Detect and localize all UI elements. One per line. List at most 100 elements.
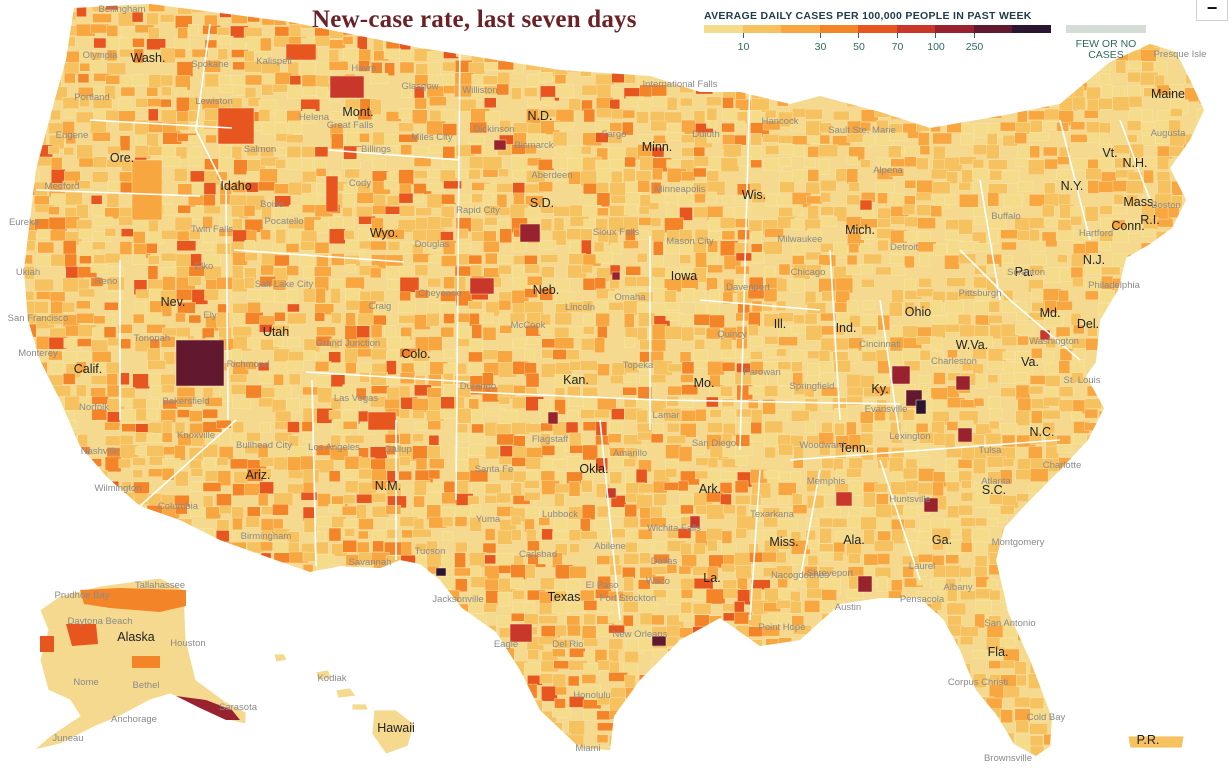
county-cell bbox=[511, 759, 521, 769]
county-cell bbox=[1126, 4, 1144, 16]
county-cell bbox=[749, 73, 767, 85]
county-cell bbox=[891, 710, 905, 719]
county-cell bbox=[428, 650, 446, 661]
county-cell bbox=[681, 326, 695, 342]
county-cell bbox=[92, 241, 106, 250]
county-cell bbox=[651, 660, 664, 676]
county-cell bbox=[861, 648, 874, 661]
county-cell bbox=[470, 626, 489, 640]
county-cell bbox=[190, 467, 204, 477]
county-cell bbox=[495, 647, 515, 663]
county-cell bbox=[1169, 603, 1181, 613]
city-label: Spokane bbox=[191, 59, 229, 70]
county-cell bbox=[468, 254, 483, 265]
county-cell bbox=[916, 456, 931, 466]
city-label: Austin bbox=[835, 602, 861, 613]
county-cell bbox=[202, 602, 217, 612]
county-cell bbox=[287, 660, 306, 669]
county-cell bbox=[148, 566, 167, 577]
county-cell bbox=[792, 709, 803, 719]
zoom-out-button[interactable]: − bbox=[1196, 0, 1228, 21]
county-cell bbox=[1115, 588, 1128, 599]
county-cell bbox=[652, 255, 665, 269]
county-cell bbox=[50, 744, 70, 756]
county-cell bbox=[49, 421, 67, 434]
county-cell bbox=[594, 277, 607, 290]
county-cell bbox=[554, 698, 566, 710]
county-cell bbox=[24, 589, 39, 599]
county-cell bbox=[552, 673, 567, 689]
county-cell bbox=[471, 423, 484, 434]
county-cell bbox=[496, 492, 511, 504]
county-cell bbox=[678, 662, 695, 674]
county-cell bbox=[1157, 300, 1177, 315]
county-cell bbox=[1028, 159, 1045, 175]
county-cell bbox=[860, 159, 871, 168]
county-cell bbox=[554, 444, 567, 460]
county-cell bbox=[273, 373, 284, 387]
county-cell bbox=[821, 613, 836, 624]
county-cell bbox=[539, 134, 551, 145]
county-cell bbox=[1127, 254, 1140, 268]
county-cell bbox=[259, 579, 273, 592]
county-cell bbox=[92, 540, 105, 552]
county-cell bbox=[1111, 531, 1129, 546]
city-label: Bullhead City bbox=[236, 440, 292, 451]
county-cell bbox=[638, 206, 650, 215]
county-cell bbox=[946, 63, 962, 74]
county-cell bbox=[636, 541, 652, 553]
county-cell bbox=[133, 48, 144, 64]
county-cell bbox=[1000, 207, 1013, 219]
county-cell bbox=[1057, 555, 1072, 565]
county-cell bbox=[1017, 109, 1028, 123]
county-cell bbox=[583, 326, 595, 335]
county-cell bbox=[667, 363, 683, 373]
county-cell bbox=[679, 672, 692, 688]
county-cell bbox=[412, 445, 428, 460]
county-cell bbox=[903, 697, 919, 706]
county-cell bbox=[1141, 372, 1154, 383]
county-cell bbox=[610, 242, 622, 255]
county-cell bbox=[525, 144, 537, 155]
county-cell bbox=[1084, 230, 1098, 239]
county-cell bbox=[1044, 615, 1060, 627]
county-cell bbox=[946, 312, 959, 325]
legend-tick-mark bbox=[896, 33, 898, 38]
county-cell bbox=[1185, 324, 1199, 337]
county-cell bbox=[1127, 420, 1147, 433]
county-cell bbox=[721, 398, 735, 407]
county-cell bbox=[287, 456, 302, 473]
county-cell bbox=[681, 4, 692, 10]
county-cell bbox=[401, 242, 414, 254]
county-cell bbox=[1028, 493, 1042, 508]
county-cell bbox=[1182, 409, 1195, 424]
county-cell bbox=[915, 674, 930, 690]
county-cell bbox=[639, 156, 654, 171]
county-cell bbox=[175, 312, 186, 323]
county-cell bbox=[1115, 457, 1128, 468]
county-cell bbox=[1111, 219, 1126, 229]
county-cell bbox=[639, 746, 659, 756]
county-cell bbox=[274, 760, 287, 771]
county-cell bbox=[863, 492, 876, 508]
county-cell bbox=[35, 132, 47, 146]
county-cell bbox=[328, 527, 342, 542]
county-cell bbox=[485, 252, 498, 265]
county-cell bbox=[596, 505, 609, 518]
county-cell bbox=[498, 732, 510, 749]
hotspot-county bbox=[217, 107, 255, 145]
county-cell bbox=[498, 396, 511, 405]
county-cell bbox=[1111, 253, 1131, 269]
county-cell bbox=[665, 720, 677, 732]
county-cell bbox=[1083, 746, 1098, 756]
county-cell bbox=[933, 372, 946, 385]
county-cell bbox=[902, 506, 920, 518]
county-cell bbox=[1156, 552, 1173, 563]
county-cell bbox=[973, 207, 985, 218]
county-cell bbox=[105, 266, 124, 276]
county-cell bbox=[24, 204, 32, 213]
county-cell bbox=[1059, 661, 1071, 671]
county-cell bbox=[707, 457, 719, 468]
